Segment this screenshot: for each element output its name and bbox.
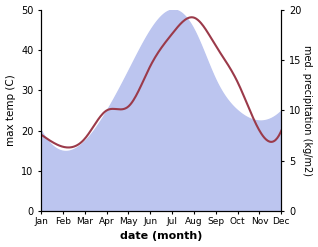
Y-axis label: med. precipitation (kg/m2): med. precipitation (kg/m2) (302, 45, 313, 176)
X-axis label: date (month): date (month) (120, 231, 203, 242)
Y-axis label: max temp (C): max temp (C) (5, 75, 16, 146)
